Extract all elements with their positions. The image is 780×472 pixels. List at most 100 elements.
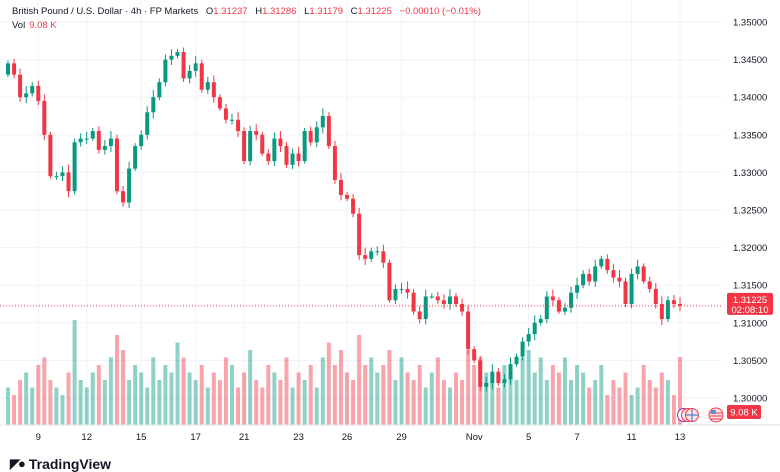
volume-bar	[326, 342, 331, 425]
candle-down	[387, 262, 392, 301]
time-tick-label: 17	[190, 432, 201, 443]
candle-up	[157, 82, 162, 98]
volume-bar	[12, 395, 17, 425]
volume-bar	[405, 372, 410, 425]
volume-bar	[411, 380, 416, 425]
volume-bar	[84, 387, 89, 425]
candle-up	[593, 266, 598, 282]
time-axis[interactable]: 9 12 15 17 21 23 26 29 Nov 5 7 11 13	[0, 424, 780, 443]
candle-down	[405, 288, 410, 293]
volume-bar	[187, 372, 192, 425]
candle-up	[24, 93, 29, 98]
price-axis[interactable]: 1.35000 1.34500 1.34000 1.33500 1.33000 1.325…	[733, 18, 767, 405]
candle-up	[302, 131, 307, 162]
candle-down	[36, 85, 41, 101]
time-tick-label: 15	[136, 432, 147, 443]
candle-down	[12, 63, 17, 75]
volume-bar	[593, 380, 598, 425]
volume-bar	[641, 365, 646, 425]
volume-bar	[417, 365, 422, 425]
volume-bar	[338, 350, 343, 425]
tradingview-logo-text: TradingView	[28, 456, 112, 472]
volume-legend: Vol 9.08 K	[12, 20, 57, 31]
volume-bar	[278, 380, 283, 425]
candle-down	[641, 266, 646, 282]
volume-bar	[659, 372, 664, 425]
candle-up	[102, 146, 107, 150]
volume-bar	[623, 372, 628, 425]
candle-up	[399, 288, 404, 290]
change-value: −0.00010 (−0.01%)	[399, 6, 481, 17]
candle-down	[617, 277, 622, 282]
candle-down	[351, 198, 356, 214]
volume-bar	[435, 357, 440, 425]
candle-up	[169, 55, 174, 60]
volume-bar	[532, 372, 537, 425]
price-tick-label: 1.30500	[733, 356, 767, 367]
volume-bars	[6, 320, 682, 425]
volume-bar	[550, 365, 555, 425]
price-tick-label: 1.32000	[733, 243, 767, 254]
volume-bar	[24, 372, 29, 425]
volume-bar	[254, 380, 259, 425]
volume-bar	[569, 380, 574, 425]
candle-up	[320, 116, 325, 128]
tradingview-logo[interactable]: ◤● TradingView	[10, 456, 111, 472]
candle-down	[345, 194, 350, 199]
candle-up	[72, 142, 77, 192]
time-tick-label: 5	[526, 432, 531, 443]
candle-up	[581, 273, 586, 286]
candle-up	[544, 296, 549, 320]
price-tick-label: 1.30000	[733, 394, 767, 405]
volume-label: Vol	[12, 20, 26, 31]
volume-bar	[556, 372, 561, 425]
candle-up	[133, 146, 138, 169]
volume-tag-label: 9.08 K	[730, 408, 758, 419]
volume-bar	[678, 356, 682, 425]
candle-down	[266, 153, 271, 162]
uk-flag-event-icon[interactable]	[677, 408, 700, 422]
close-value: 1.31225	[357, 6, 392, 17]
volume-bar	[587, 387, 592, 425]
candle-down	[66, 172, 71, 192]
candle-up	[520, 341, 525, 357]
volume-bar	[538, 357, 543, 425]
candle-down	[332, 146, 337, 180]
volume-bar	[484, 372, 489, 425]
candle-down	[217, 97, 222, 109]
price-tick-label: 1.33500	[733, 130, 767, 141]
volume-bar	[290, 387, 295, 425]
us-flag-event-icon[interactable]	[708, 407, 724, 423]
candle-down	[435, 296, 440, 301]
volume-bar	[423, 387, 428, 425]
candle-up	[502, 379, 507, 383]
time-tick-label: 13	[675, 432, 686, 443]
volume-value: 9.08 K	[29, 20, 57, 31]
candle-down	[411, 292, 416, 312]
volume-bar	[393, 380, 398, 425]
volume-bar	[260, 387, 265, 425]
volume-bar	[18, 380, 23, 425]
volume-bar	[133, 365, 138, 425]
volume-bar	[205, 387, 210, 425]
volume-bar	[66, 372, 71, 425]
volume-bar	[375, 372, 380, 425]
volume-bar	[472, 365, 477, 425]
volume-bar	[345, 372, 350, 425]
candle-up	[145, 112, 150, 135]
volume-bar	[502, 365, 507, 425]
time-tick-label: 23	[293, 432, 304, 443]
open-value: 1.31237	[213, 6, 248, 17]
candle-down	[678, 304, 682, 306]
price-tick-label: 1.31000	[733, 318, 767, 329]
candle-down	[496, 371, 501, 383]
candle-down	[466, 311, 471, 350]
volume-bar	[332, 365, 337, 425]
volume-bar	[60, 395, 65, 425]
candle-up	[508, 364, 513, 380]
high-value: 1.31286	[262, 6, 297, 17]
volume-bar	[96, 365, 101, 425]
volume-bar	[647, 380, 652, 425]
candle-up	[447, 296, 452, 304]
